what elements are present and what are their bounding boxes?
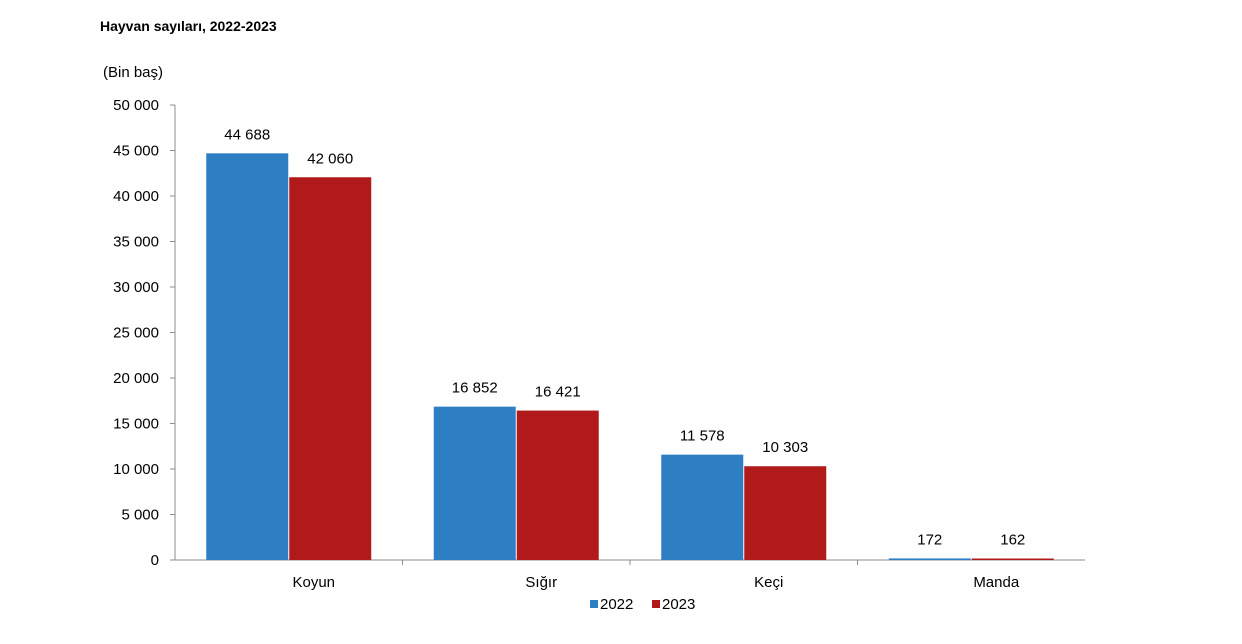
y-tick-label: 45 000 <box>113 143 159 160</box>
y-axis: 0 5 000 10 000 15 000 20 000 25 000 30 000 35 0… <box>113 97 176 569</box>
data-label: 162 <box>1000 532 1025 549</box>
data-label: 42 060 <box>307 150 353 167</box>
y-tick-label: 5 000 <box>121 507 159 524</box>
bars <box>206 153 1054 560</box>
y-tick-label: 35 000 <box>113 234 159 251</box>
legend-swatch <box>590 600 598 608</box>
bar-2023-1 <box>516 410 599 560</box>
x-axis: Koyun Sığır Keçi Manda <box>175 559 1085 591</box>
bar-2022-2 <box>661 454 744 560</box>
legend-label: 2022 <box>600 596 633 613</box>
unit-label: (Bin baş) <box>103 64 163 81</box>
data-label: 10 303 <box>762 439 808 456</box>
y-tick-label: 10 000 <box>113 461 159 478</box>
x-tick-label: Koyun <box>292 574 335 591</box>
y-tick-label: 25 000 <box>113 325 159 342</box>
y-tick-label: 50 000 <box>113 97 159 114</box>
y-tick-label: 40 000 <box>113 188 159 205</box>
legend-label: 2023 <box>662 596 695 613</box>
data-label: 172 <box>917 531 942 548</box>
legend: 2022 2023 <box>590 596 695 613</box>
y-tick-label: 20 000 <box>113 370 159 387</box>
bar-2022-1 <box>433 406 516 560</box>
bar-2023-2 <box>744 466 827 560</box>
bar-2023-0 <box>289 177 372 560</box>
data-label: 16 421 <box>535 384 581 401</box>
bar-2022-0 <box>206 153 289 560</box>
data-labels: 44 688 42 060 16 852 16 421 11 578 10 303 172 1… <box>224 126 1025 548</box>
y-tick-label: 0 <box>151 552 159 569</box>
data-label: 16 852 <box>452 380 498 397</box>
data-label: 11 578 <box>680 428 725 445</box>
x-tick-label: Manda <box>973 574 1020 591</box>
bar-2022-3 <box>888 558 971 560</box>
legend-swatch <box>652 600 660 608</box>
x-tick-label: Keçi <box>754 574 783 591</box>
y-tick-label: 30 000 <box>113 279 159 296</box>
y-tick-label: 15 000 <box>113 416 159 433</box>
bar-2023-3 <box>971 558 1054 560</box>
chart-title: Hayvan sayıları, 2022-2023 <box>100 18 277 34</box>
data-label: 44 688 <box>224 126 270 143</box>
x-tick-label: Sığır <box>525 574 557 591</box>
